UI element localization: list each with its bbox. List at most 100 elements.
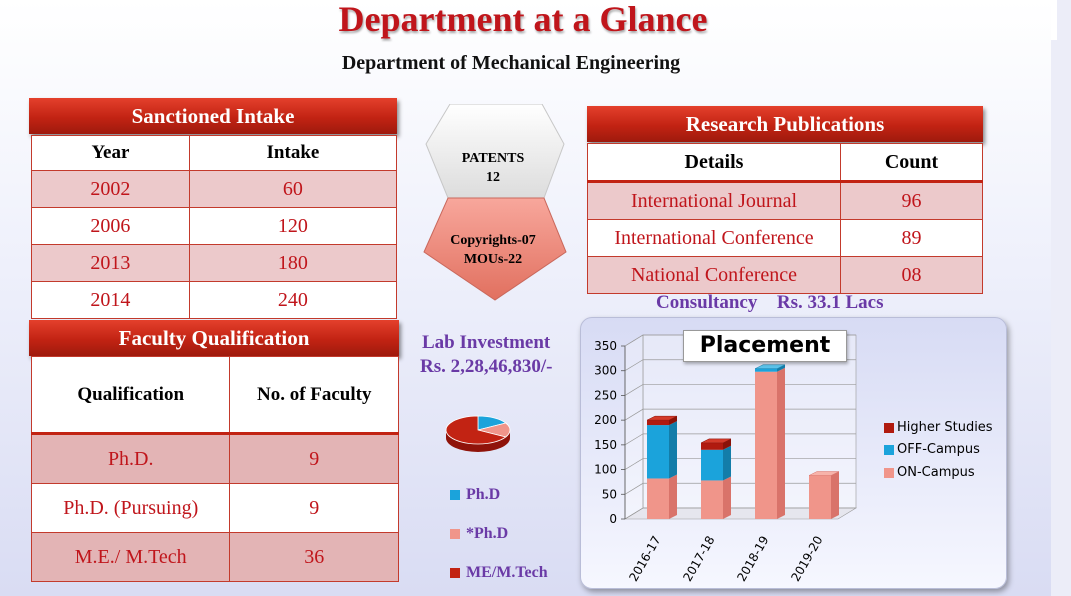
qualification-cell: Ph.D. (Pursuing) (30, 483, 231, 533)
column-header: No. of Faculty (229, 356, 399, 435)
consultancy-row: Consultancy Rs. 33.1 Lacs (656, 292, 883, 314)
year-cell: 2014 (31, 281, 190, 319)
publication-type-cell: National Conference (587, 256, 841, 294)
sanctioned-intake-table: Year Intake 2002 60 2006 120 2013 180 20… (31, 135, 398, 319)
bar-segment (701, 449, 723, 481)
sanctioned-intake-heading: Sanctioned Intake (29, 98, 397, 134)
patents-value: 12 (486, 170, 500, 185)
intake-cell: 240 (188, 281, 398, 319)
placement-legend-item: Higher Studies (884, 420, 993, 435)
column-header: Year (31, 135, 190, 171)
pie-slice (445, 415, 507, 445)
bar-top (754, 364, 786, 369)
pie-legend-label: *Ph.D (466, 525, 509, 542)
bar-segment-side (669, 421, 677, 479)
bar-segment (755, 371, 777, 519)
bar-top (646, 415, 678, 421)
bar-segment-side (723, 438, 731, 450)
legend-swatch (884, 444, 894, 455)
bar-segment (647, 478, 669, 519)
legend-swatch (450, 529, 460, 539)
bar-segment-side (669, 416, 677, 426)
publication-type-cell: International Journal (587, 181, 841, 220)
faculty-pie-chart (445, 415, 511, 452)
mous-label: MOUs-22 (464, 252, 522, 267)
bar-segment-side (831, 471, 839, 519)
copyrights-label: Copyrights-07 (450, 233, 536, 248)
page-title: Department at a Glance (338, 0, 708, 39)
pie-legend-item: ME/M.Tech (450, 564, 548, 582)
placement-legend-item: OFF-Campus (884, 442, 980, 457)
lab-investment-label: Lab Investment (422, 332, 551, 353)
qualification-cell: Ph.D. (30, 433, 231, 484)
placement-legend-label: OFF-Campus (897, 442, 980, 457)
legend-swatch (884, 422, 894, 433)
faculty-count-cell: 9 (229, 483, 399, 533)
bar-segment (701, 442, 723, 450)
placement-legend-label: ON-Campus (897, 465, 975, 480)
bar-segment-side (723, 445, 731, 481)
year-cell: 2002 (31, 170, 190, 208)
y-tick-label: 150 (594, 438, 617, 452)
table-row: M.E./ M.Tech 36 (30, 532, 399, 582)
publication-type-cell: International Conference (587, 219, 841, 257)
legend-swatch (450, 568, 460, 578)
table-row: Ph.D. 9 (30, 433, 399, 484)
faculty-qualification-heading: Faculty Qualification (29, 320, 399, 356)
page-subtitle: Department of Mechanical Engineering (341, 52, 681, 74)
intake-cell: 120 (188, 207, 398, 245)
x-tick-label: 2016-17 (626, 534, 663, 584)
faculty-count-cell: 9 (229, 433, 399, 484)
lab-investment-value: Rs. 2,28,46,830/- (420, 356, 553, 377)
year-cell: 2006 (31, 207, 190, 245)
patents-label: PATENTS (462, 151, 525, 166)
table-row: 2002 60 (31, 170, 398, 208)
bar-segment-side (723, 476, 731, 519)
column-header: Qualification (30, 356, 231, 435)
table-row: International Journal 96 (587, 181, 983, 220)
copyrights-panel (423, 197, 567, 301)
column-header: Count (840, 143, 983, 183)
y-tick-label: 200 (594, 413, 617, 427)
qualification-cell: M.E./ M.Tech (30, 532, 231, 582)
bar-segment (701, 480, 723, 519)
placement-chart: 0 50 100 150 200 250 300 350 2016-17 2017-18 2018-… (594, 334, 858, 584)
pie-legend-item: *Ph.D (450, 525, 508, 543)
bar-segment-side (777, 367, 785, 519)
y-tick-label: 50 (602, 487, 617, 501)
table-row: International Conference 89 (587, 219, 983, 257)
y-tick-label: 0 (609, 512, 617, 526)
faculty-count-cell: 36 (229, 532, 399, 582)
research-publications-table: Details Count International Journal 96 I… (587, 143, 983, 294)
consultancy-value: Rs. 33.1 Lacs (776, 292, 884, 313)
bar-segment (755, 368, 777, 372)
bar-segment (647, 420, 669, 426)
consultancy-label: Consultancy (656, 292, 758, 313)
pie-legend-label: Ph.D (466, 486, 501, 503)
y-tick-label: 300 (594, 364, 617, 378)
y-tick-label: 350 (594, 339, 617, 353)
research-publications-heading: Research Publications (587, 106, 983, 142)
y-tick-label: 250 (594, 388, 617, 402)
faculty-qualification-table: Qualification No. of Faculty Ph.D. 9 Ph.… (30, 356, 399, 582)
publication-count-cell: 08 (840, 256, 983, 294)
patents-pentagon: PATENTS 12 Copyrights-07 MOUs-22 (423, 104, 567, 301)
publication-count-cell: 96 (840, 181, 983, 220)
pie-slices (445, 415, 511, 445)
pie-legend-item: Ph.D (450, 486, 500, 504)
table-row: National Conference 08 (587, 256, 983, 294)
legend-swatch (884, 467, 894, 478)
bar-segment (809, 475, 831, 519)
intake-cell: 60 (188, 170, 398, 208)
x-tick-label: 2018-19 (734, 534, 771, 584)
bar-segment (647, 425, 669, 479)
pie-legend-label: ME/M.Tech (466, 564, 548, 581)
intake-cell: 180 (188, 244, 398, 282)
publication-count-cell: 89 (840, 219, 983, 257)
bar-top (808, 471, 840, 476)
placement-legend-item: ON-Campus (884, 465, 975, 480)
column-header: Intake (188, 135, 398, 171)
right-edge-strip (1051, 0, 1071, 596)
placement-legend-label: Higher Studies (897, 420, 993, 435)
placement-chart-title: Placement (683, 330, 847, 362)
